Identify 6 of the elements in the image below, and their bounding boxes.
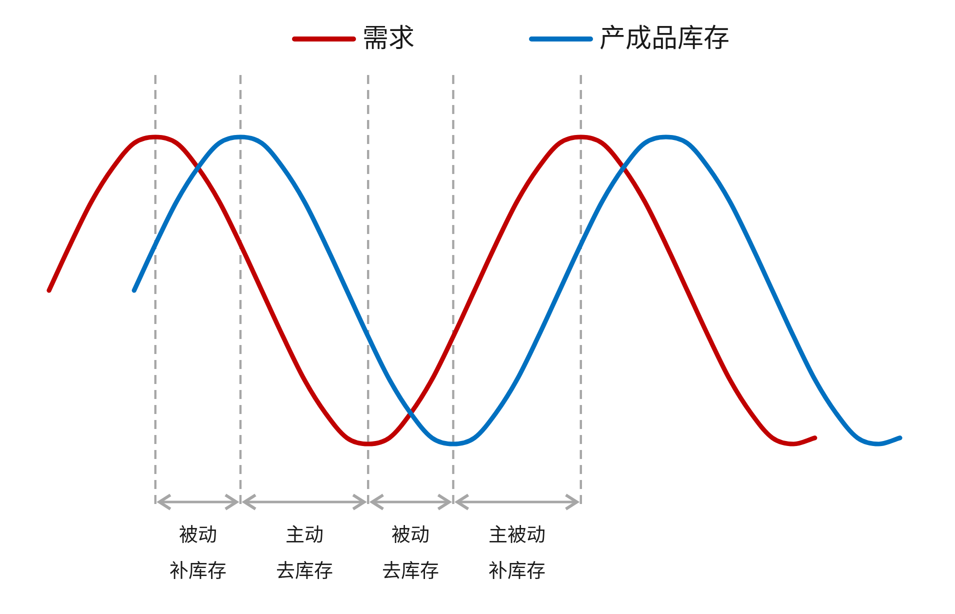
annotation: 被动补库存 (169, 524, 226, 582)
annotation: 被动去库存 (382, 524, 440, 582)
annotation: 主动去库存 (276, 524, 333, 582)
legend-label: 产成品库存 (600, 24, 730, 54)
annotation: 主被动补库存 (488, 524, 546, 582)
legend-label: 需求 (362, 24, 414, 54)
